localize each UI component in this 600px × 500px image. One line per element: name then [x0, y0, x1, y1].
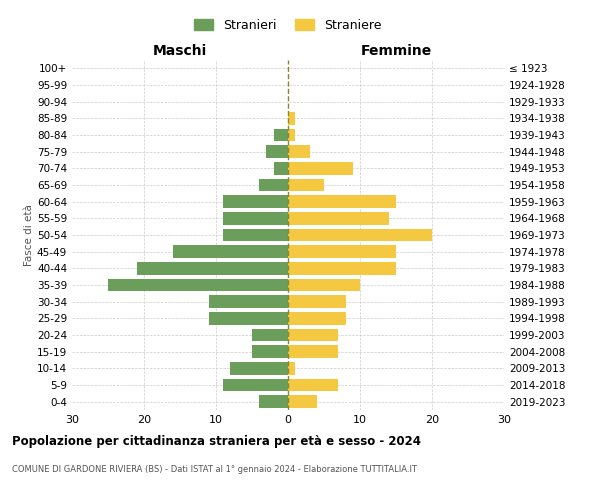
Bar: [288, 362, 295, 374]
Text: Popolazione per cittadinanza straniera per età e sesso - 2024: Popolazione per cittadinanza straniera p…: [12, 435, 421, 448]
Bar: [252, 346, 288, 358]
Bar: [252, 329, 288, 341]
Bar: [288, 146, 310, 158]
Y-axis label: Fasce di età: Fasce di età: [24, 204, 34, 266]
Bar: [108, 279, 288, 291]
Bar: [230, 362, 288, 374]
Bar: [288, 379, 338, 391]
Legend: Stranieri, Straniere: Stranieri, Straniere: [190, 14, 386, 37]
Bar: [288, 112, 295, 124]
Bar: [223, 196, 288, 208]
Text: Femmine: Femmine: [361, 44, 431, 59]
Bar: [223, 212, 288, 224]
Bar: [288, 196, 396, 208]
Bar: [259, 396, 288, 408]
Text: Maschi: Maschi: [153, 44, 207, 59]
Bar: [274, 129, 288, 141]
Bar: [288, 296, 346, 308]
Bar: [274, 162, 288, 174]
Bar: [288, 279, 360, 291]
Bar: [266, 146, 288, 158]
Bar: [288, 129, 295, 141]
Bar: [288, 246, 396, 258]
Text: COMUNE DI GARDONE RIVIERA (BS) - Dati ISTAT al 1° gennaio 2024 - Elaborazione TU: COMUNE DI GARDONE RIVIERA (BS) - Dati IS…: [12, 465, 417, 474]
Bar: [288, 212, 389, 224]
Bar: [209, 312, 288, 324]
Bar: [259, 179, 288, 192]
Bar: [288, 162, 353, 174]
Bar: [288, 312, 346, 324]
Bar: [209, 296, 288, 308]
Bar: [223, 229, 288, 241]
Bar: [288, 229, 432, 241]
Bar: [137, 262, 288, 274]
Bar: [288, 329, 338, 341]
Bar: [223, 379, 288, 391]
Bar: [288, 262, 396, 274]
Bar: [288, 179, 324, 192]
Bar: [288, 396, 317, 408]
Bar: [173, 246, 288, 258]
Bar: [288, 346, 338, 358]
